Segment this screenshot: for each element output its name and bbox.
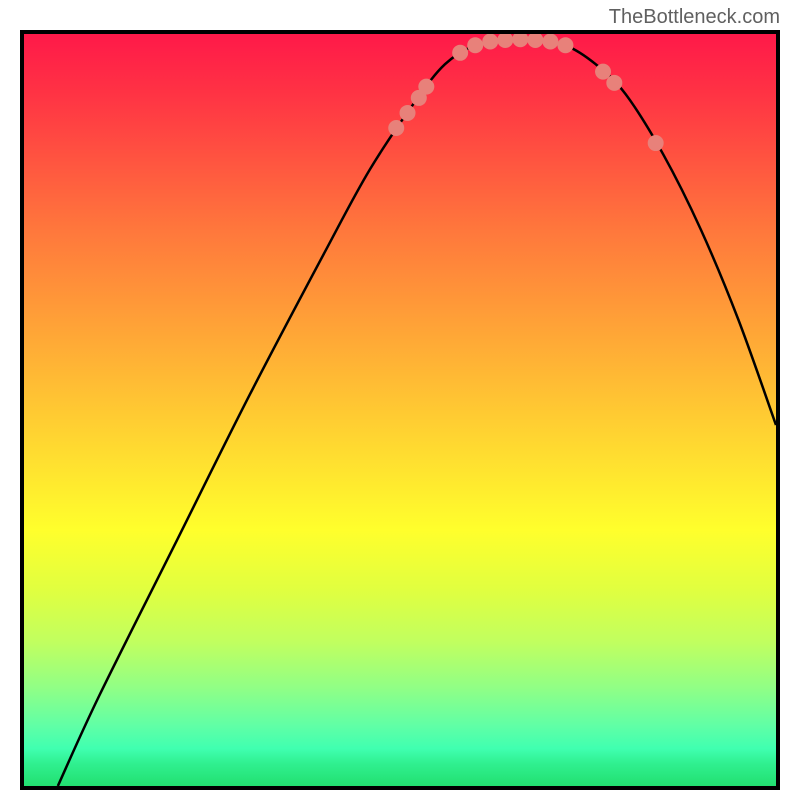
- chart-curve: [24, 34, 776, 786]
- chart-marker: [400, 105, 416, 121]
- chart-marker: [542, 34, 558, 50]
- chart-marker: [418, 79, 434, 95]
- chart-marker: [595, 64, 611, 80]
- chart-marker: [497, 34, 513, 48]
- chart-frame: [20, 30, 780, 790]
- chart-marker: [648, 135, 664, 151]
- chart-marker: [388, 120, 404, 136]
- chart-marker: [512, 34, 528, 47]
- chart-marker: [482, 34, 498, 50]
- chart-marker: [606, 75, 622, 91]
- chart-marker: [467, 37, 483, 53]
- chart-marker: [527, 34, 543, 48]
- watermark-text: TheBottleneck.com: [609, 6, 780, 29]
- chart-marker: [557, 37, 573, 53]
- chart-marker: [452, 45, 468, 61]
